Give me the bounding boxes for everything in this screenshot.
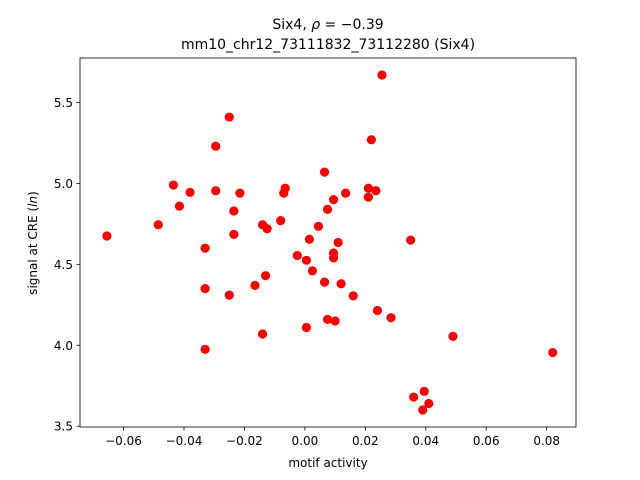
data-point xyxy=(313,221,324,231)
data-point xyxy=(363,192,373,202)
data-point xyxy=(262,224,272,234)
y-tick-label: 4.0 xyxy=(54,339,73,353)
data-point xyxy=(185,187,195,197)
data-point xyxy=(377,70,387,80)
data-point xyxy=(200,243,210,253)
data-point xyxy=(386,313,396,323)
data-point xyxy=(333,237,343,248)
data-point xyxy=(257,329,268,339)
x-tick-label: −0.04 xyxy=(166,434,203,448)
data-point xyxy=(211,186,221,196)
data-point xyxy=(280,183,290,193)
data-point xyxy=(102,231,112,241)
data-point xyxy=(409,392,419,402)
x-tick-label: 0.08 xyxy=(533,434,560,448)
data-point xyxy=(229,229,239,240)
data-point xyxy=(372,305,383,316)
data-point xyxy=(200,284,210,294)
data-point xyxy=(250,280,260,290)
x-axis-label: motif activity xyxy=(288,456,367,470)
data-point xyxy=(341,188,351,198)
data-point xyxy=(301,255,311,265)
plot-area-frame xyxy=(79,57,577,428)
x-tick-label: 0.06 xyxy=(473,434,500,448)
data-point xyxy=(366,135,376,145)
x-tick-label: −0.02 xyxy=(226,434,263,448)
data-point xyxy=(328,195,339,205)
data-point xyxy=(153,220,163,230)
x-tick-label: 0.02 xyxy=(352,434,379,448)
data-point xyxy=(211,141,221,151)
data-point xyxy=(424,398,434,409)
data-point xyxy=(168,180,178,190)
chart-title-line1: Six4, ρ = −0.39 xyxy=(272,17,383,33)
data-point xyxy=(319,277,330,287)
data-point xyxy=(328,253,339,263)
data-point xyxy=(200,344,210,354)
data-point xyxy=(276,216,286,226)
data-point xyxy=(301,322,311,333)
data-point xyxy=(224,112,234,122)
x-tick-label: −0.06 xyxy=(105,434,142,448)
data-point xyxy=(260,271,271,281)
y-tick-label: 5.5 xyxy=(54,96,73,110)
y-axis-label: signal at CRE (ln) xyxy=(26,191,40,295)
data-point xyxy=(406,235,416,245)
data-point xyxy=(307,266,318,276)
data-point xyxy=(330,316,340,326)
data-point xyxy=(304,234,315,244)
data-point xyxy=(319,167,330,177)
data-point xyxy=(418,405,428,415)
data-point xyxy=(322,314,333,324)
data-point xyxy=(235,188,245,198)
data-point xyxy=(548,347,558,358)
x-tick-label: 0.00 xyxy=(292,434,319,448)
data-point xyxy=(229,206,239,216)
data-point xyxy=(348,291,358,301)
data-point xyxy=(336,279,346,289)
chart-title-line2: mm10_chr12_73111832_73112280 (Six4) xyxy=(181,37,475,53)
data-point xyxy=(224,290,234,300)
x-tick-label: 0.04 xyxy=(412,434,439,448)
data-point xyxy=(448,331,458,341)
y-tick-label: 5.0 xyxy=(54,177,73,191)
data-point xyxy=(322,204,333,214)
data-point xyxy=(363,183,373,193)
data-point xyxy=(292,250,302,261)
y-tick-label: 4.5 xyxy=(54,258,73,272)
data-point xyxy=(174,201,185,211)
axis-ticks: −0.06 −0.04 −0.02 0.00 0.02 0.04 0.06 0.08 3.5 4.… xyxy=(54,96,560,448)
data-point xyxy=(371,186,381,196)
data-points xyxy=(102,70,558,415)
y-tick-label: 3.5 xyxy=(54,420,73,434)
data-point xyxy=(419,386,429,396)
